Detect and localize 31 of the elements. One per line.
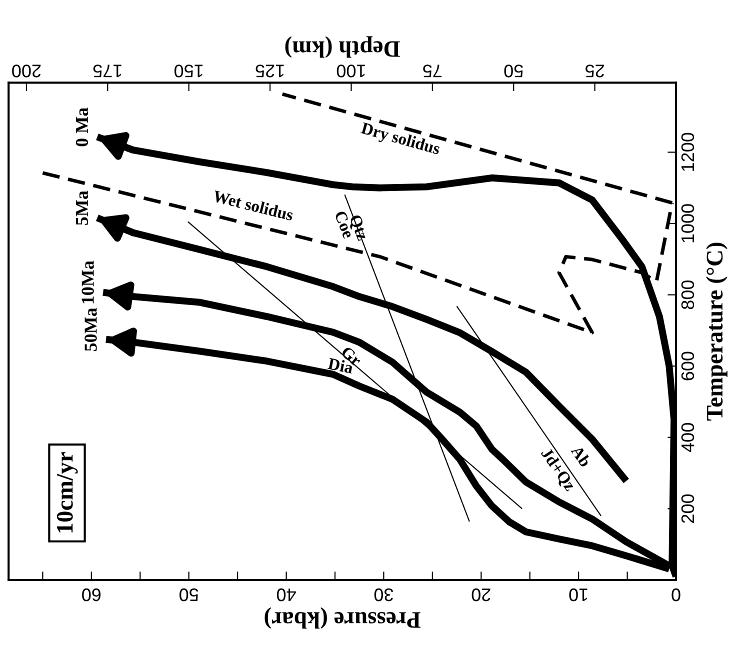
x2-tick-label: 100	[336, 64, 365, 78]
y-tick-label: 800	[681, 280, 694, 310]
text: 10Ma	[82, 260, 94, 304]
y-tick-label: 1200	[681, 132, 694, 171]
x2-tick-label: 25	[586, 64, 604, 78]
x-tick-label: 60	[82, 588, 101, 602]
x-axis-title: Pressure (kbar)	[264, 607, 420, 629]
y-tick-label: 600	[681, 352, 694, 380]
text: 5Ma	[76, 190, 88, 225]
x-tick-label: 10	[569, 588, 588, 602]
x2-tick-label: 200	[12, 64, 41, 78]
annotation: Dry solidus	[360, 122, 442, 158]
x-tick-label: 50	[180, 588, 198, 602]
x2-axis-title: Depth (km)	[285, 36, 400, 58]
annotation: 10cm/yr	[56, 452, 78, 532]
text: 0 Ma	[76, 108, 88, 146]
x2-tick-label: 150	[174, 64, 203, 78]
annotation: Wet solidus	[212, 190, 294, 221]
x-tick-label: 0	[672, 588, 680, 602]
y-axis-title: Temperature (°C)	[706, 242, 728, 421]
y-tick-label: 200	[681, 494, 694, 523]
x-tick-label: 40	[276, 588, 296, 602]
x2-tick-label: 125	[256, 64, 284, 78]
x-tick-label: 30	[374, 588, 394, 602]
x-tick-label: 20	[472, 588, 490, 602]
x2-tick-label: 175	[93, 64, 122, 78]
y-tick-label: 400	[681, 423, 694, 452]
text: 50Ma	[84, 308, 97, 351]
y-tick-label: 1000	[681, 204, 694, 242]
x2-tick-label: 50	[504, 64, 523, 78]
x2-tick-label: 75	[423, 64, 442, 78]
